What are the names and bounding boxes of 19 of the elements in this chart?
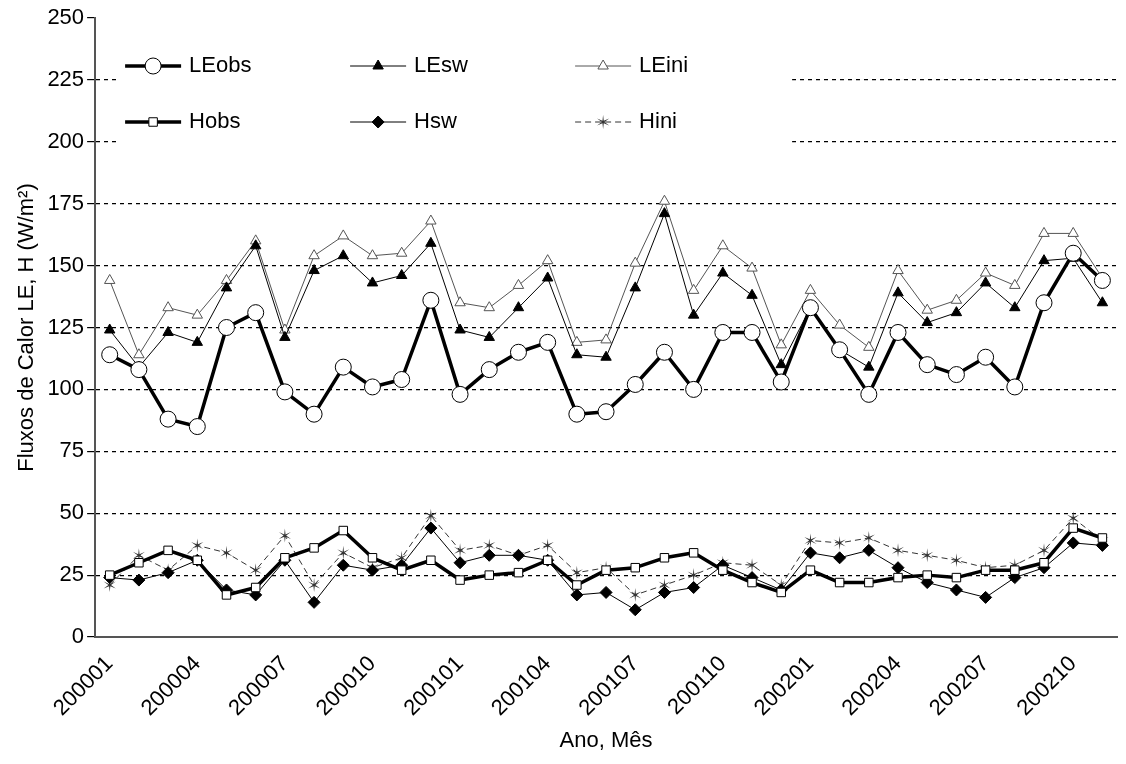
y-tick-label: 175 — [47, 189, 85, 215]
y-tick-label: 50 — [59, 499, 85, 525]
legend-label: Hobs — [189, 108, 241, 134]
y-tick-label: 225 — [47, 65, 85, 91]
y-tick-label: 75 — [59, 437, 85, 463]
y-tick-label: 25 — [59, 561, 85, 587]
y-tick-label: 125 — [47, 313, 85, 339]
y-tick-label: 150 — [47, 251, 85, 277]
y-tick-label: 200 — [47, 127, 85, 153]
legend-label: LEobs — [189, 52, 252, 78]
legend-label: LEini — [639, 52, 689, 78]
y-axis-title: Fluxos de Calor LE, H (W/m²) — [13, 183, 39, 472]
y-tick-label: 100 — [47, 375, 85, 401]
x-axis-title: Ano, Mês — [559, 726, 653, 752]
legend-label: LEsw — [414, 52, 469, 78]
y-tick-label: 0 — [71, 623, 85, 649]
legend-label: Hsw — [414, 108, 457, 134]
y-tick-label: 250 — [47, 4, 85, 30]
legend-label: Hini — [639, 108, 678, 134]
